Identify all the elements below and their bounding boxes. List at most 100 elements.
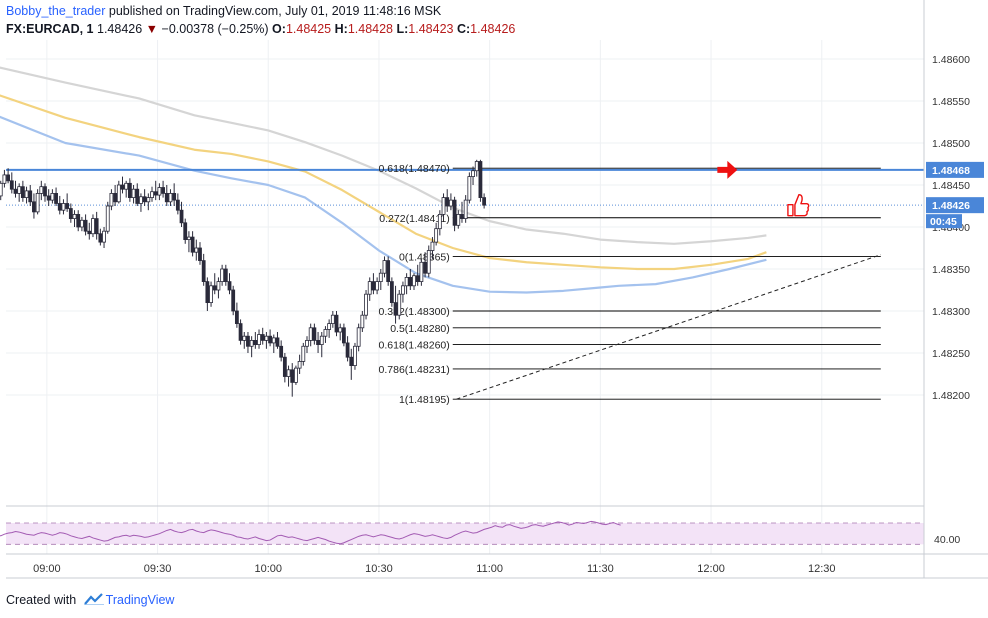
candle <box>175 199 180 211</box>
price-badge-level-text: 1.48468 <box>932 165 970 177</box>
candle <box>57 203 62 211</box>
candle <box>46 195 51 201</box>
candle <box>13 188 18 194</box>
candle <box>460 213 464 219</box>
candle <box>371 281 376 291</box>
candle <box>467 176 472 201</box>
countdown-badge <box>926 214 962 229</box>
candle <box>80 219 84 228</box>
candle <box>113 192 118 203</box>
candle <box>434 228 439 243</box>
candle <box>109 192 114 207</box>
low-value: 1.48423 <box>408 22 454 36</box>
candle <box>179 209 184 224</box>
candle <box>249 339 254 347</box>
candle <box>449 199 453 207</box>
candle <box>404 276 409 287</box>
candle <box>341 327 346 344</box>
high-value: 1.48428 <box>347 22 393 36</box>
candle <box>98 233 103 243</box>
fib-level-label: 0(1.48365) <box>399 251 450 263</box>
close-label: C: <box>456 22 471 36</box>
candle <box>397 293 402 316</box>
price-change: −0.00378 (−0.25%) <box>161 22 269 36</box>
candle <box>471 170 475 178</box>
candle <box>282 356 287 377</box>
candle <box>305 339 309 347</box>
candle <box>212 285 217 291</box>
time-tick-label: 12:00 <box>697 563 725 575</box>
candle <box>72 213 77 219</box>
candle <box>201 260 206 283</box>
candle <box>223 268 228 283</box>
price-tick-label: 1.48600 <box>932 54 970 66</box>
candle <box>345 342 350 358</box>
candle <box>268 335 272 344</box>
moving-average-slow <box>0 66 767 245</box>
candle <box>386 260 391 283</box>
fib-level-label: 0.5(1.48280) <box>390 323 450 335</box>
candle <box>87 230 92 235</box>
candle <box>6 174 11 182</box>
tradingview-link[interactable]: TradingView <box>105 593 175 607</box>
moving-average-fast <box>0 115 767 294</box>
fib-level-label: 0.618(1.48260) <box>379 340 450 352</box>
time-tick-label: 10:30 <box>365 563 393 575</box>
candle <box>105 205 110 232</box>
candle <box>323 329 328 337</box>
candle <box>135 188 140 204</box>
candle <box>316 339 320 345</box>
candle <box>415 275 420 283</box>
candle <box>301 345 306 362</box>
candle <box>308 327 313 341</box>
candle <box>319 335 324 346</box>
candle <box>94 218 99 235</box>
candle <box>83 219 88 232</box>
candle <box>275 337 280 347</box>
candle <box>39 186 44 194</box>
candle <box>412 275 416 287</box>
candle <box>375 281 380 291</box>
price-tick-label: 1.48200 <box>932 390 970 402</box>
candle <box>271 337 276 344</box>
created-with-label: Created with <box>6 593 77 607</box>
candle <box>297 360 302 369</box>
author-link[interactable]: Bobby_the_trader <box>6 4 106 18</box>
candle <box>408 276 413 287</box>
symbol-label: FX:EURCAD, 1 <box>6 22 94 36</box>
fib-level-label: 0.272(1.48411) <box>379 213 449 225</box>
candle <box>28 190 33 203</box>
candle <box>246 335 250 347</box>
candle <box>279 345 284 358</box>
rsi-band <box>6 523 924 545</box>
candle <box>364 293 368 316</box>
price-tick-label: 1.48300 <box>932 306 970 318</box>
candle <box>131 188 136 198</box>
candle <box>445 197 450 207</box>
candle <box>198 247 202 261</box>
candle <box>437 213 442 230</box>
candle <box>68 208 73 220</box>
price-tick-label: 1.48350 <box>932 264 970 276</box>
candle <box>32 201 36 213</box>
price-tick-label: 1.48550 <box>932 96 970 108</box>
candle <box>463 199 468 219</box>
candle <box>382 260 387 274</box>
candle <box>61 203 66 211</box>
candle <box>338 327 343 333</box>
last-price: 1.48426 <box>97 22 143 36</box>
symbol-info: FX:EURCAD, 1 1.48426 ▼ −0.00378 (−0.25%)… <box>6 22 515 36</box>
price-badge-last <box>926 197 984 214</box>
candle <box>478 161 483 198</box>
candle <box>2 174 7 184</box>
candle <box>286 369 291 377</box>
candle <box>164 192 169 203</box>
candle <box>264 335 269 341</box>
thumbs-up-icon <box>787 193 810 217</box>
candle <box>142 196 147 203</box>
fib-level-label: 0.382(1.48300) <box>379 306 450 318</box>
candle <box>389 281 394 304</box>
candle <box>20 186 25 198</box>
trend-line <box>456 254 881 400</box>
